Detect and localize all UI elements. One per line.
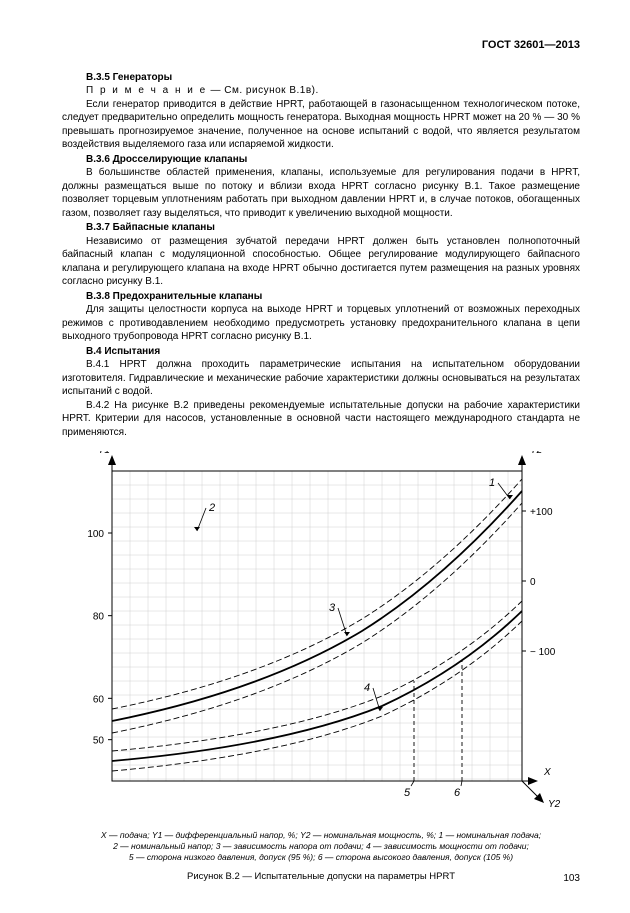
- sec-b4-title: В.4 Испытания: [62, 345, 580, 359]
- svg-text:100: 100: [87, 529, 104, 540]
- standard-header: ГОСТ 32601—2013: [62, 38, 580, 53]
- note-label: П р и м е ч а н и е: [86, 85, 207, 96]
- svg-text:Y2: Y2: [530, 451, 543, 456]
- figure-b2-chart: 50 60 80 100 − 100 0 +100 Y1 Y2 X Y2 1 2 3 4 5 6: [62, 451, 580, 826]
- sec-b38-title: В.3.8 Предохранительные клапаны: [62, 290, 580, 304]
- sec-b4-p2: В.4.2 На рисунке В.2 приведены рекоменду…: [62, 399, 580, 440]
- legend-line-2: 2 — номинальный напор; 3 — зависимость н…: [72, 841, 570, 852]
- svg-text:5: 5: [404, 787, 411, 799]
- svg-text:2: 2: [208, 502, 215, 514]
- svg-text:Y2: Y2: [548, 799, 561, 810]
- note-text: — См. рисунок В.1в).: [207, 85, 319, 96]
- svg-text:60: 60: [93, 695, 105, 706]
- sec-b37-title: В.3.7 Байпасные клапаны: [62, 221, 580, 235]
- sec-b37-p1: Независимо от размещения зубчатой переда…: [62, 235, 580, 289]
- svg-text:X: X: [543, 767, 551, 778]
- sec-b35-p1: Если генератор приводится в действие HPR…: [62, 98, 580, 152]
- svg-text:50: 50: [93, 736, 105, 747]
- svg-text:6: 6: [454, 787, 461, 799]
- svg-text:0: 0: [530, 577, 536, 588]
- sec-b35-note: П р и м е ч а н и е — См. рисунок В.1в).: [62, 84, 580, 98]
- svg-text:80: 80: [93, 612, 105, 623]
- svg-text:1: 1: [489, 477, 495, 489]
- sec-b36-title: В.3.6 Дросселирующие клапаны: [62, 153, 580, 167]
- sec-b35-title: В.3.5 Генераторы: [62, 71, 580, 85]
- legend-line-1: X — подача; Y1 — дифференциальный напор,…: [72, 830, 570, 841]
- sec-b4-p1: В.4.1 HPRT должна проходить параметричес…: [62, 358, 580, 399]
- chart-svg: 50 60 80 100 − 100 0 +100 Y1 Y2 X Y2 1 2 3 4 5 6: [62, 451, 582, 821]
- figure-caption: Рисунок В.2 — Испытательные допуски на п…: [62, 871, 580, 884]
- page-number: 103: [563, 872, 580, 886]
- svg-text:3: 3: [329, 602, 336, 614]
- legend-line-3: 5 — сторона низкого давления, допуск (95…: [72, 852, 570, 863]
- svg-text:+100: +100: [530, 507, 553, 518]
- svg-text:Y1: Y1: [98, 451, 110, 456]
- sec-b38-p1: Для защиты целостности корпуса на выходе…: [62, 303, 580, 344]
- svg-text:− 100: − 100: [530, 647, 556, 658]
- sec-b36-p1: В большинстве областей применения, клапа…: [62, 166, 580, 220]
- figure-legend: X — подача; Y1 — дифференциальный напор,…: [62, 830, 580, 863]
- svg-text:4: 4: [364, 682, 370, 694]
